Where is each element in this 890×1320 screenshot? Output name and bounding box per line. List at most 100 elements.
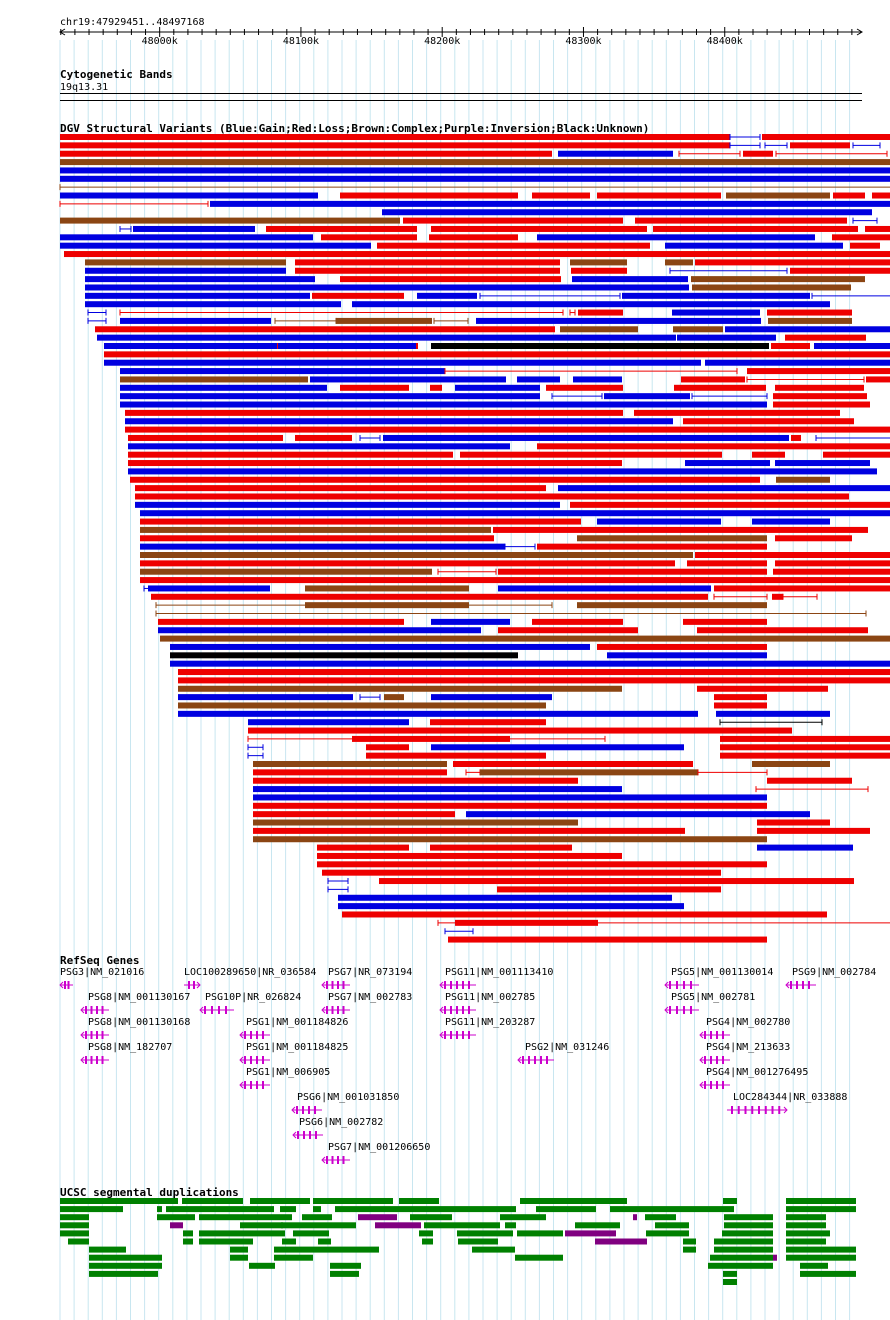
segmental-duplication[interactable] (60, 1222, 89, 1229)
segmental-duplication[interactable] (786, 1206, 856, 1213)
structural-variant[interactable] (665, 259, 693, 266)
segmental-duplication[interactable] (281, 1222, 356, 1229)
segmental-duplication[interactable] (646, 1230, 689, 1237)
structural-variant[interactable] (104, 359, 701, 366)
gene-model[interactable] (322, 980, 350, 990)
segmental-duplication[interactable] (330, 1262, 361, 1269)
segmental-duplication[interactable] (714, 1238, 773, 1245)
gene-label[interactable]: PSG1|NM_001184825 (246, 1042, 348, 1053)
structural-variant[interactable] (95, 326, 555, 333)
structural-variant[interactable] (338, 894, 672, 901)
segmental-duplication[interactable] (399, 1198, 439, 1204)
structural-variant[interactable] (577, 535, 767, 542)
segmental-duplication[interactable] (183, 1230, 193, 1237)
structural-variant[interactable] (248, 719, 409, 726)
gene-label[interactable]: LOC284344|NR_033888 (733, 1092, 847, 1103)
segmental-duplication[interactable] (170, 1222, 183, 1229)
structural-variant[interactable] (430, 719, 546, 726)
structural-variant[interactable] (85, 267, 286, 274)
gene-label[interactable]: PSG6|NM_002782 (299, 1117, 383, 1128)
segmental-duplication[interactable] (249, 1262, 275, 1269)
structural-variant[interactable] (85, 292, 310, 299)
segmental-duplication[interactable] (708, 1262, 773, 1269)
structural-variant[interactable] (872, 192, 890, 199)
structural-variant[interactable] (104, 351, 890, 358)
structural-variant[interactable] (772, 593, 783, 600)
segmental-duplication[interactable] (536, 1206, 596, 1213)
structural-variant[interactable] (775, 560, 890, 567)
structural-variant[interactable] (430, 384, 442, 391)
segmental-duplication[interactable] (458, 1238, 498, 1245)
segmental-duplication[interactable] (330, 1270, 359, 1277)
gene-label[interactable]: PSG6|NM_001031850 (297, 1092, 399, 1103)
structural-variant[interactable] (767, 777, 852, 784)
structural-variant[interactable] (248, 727, 792, 734)
structural-variant[interactable] (634, 409, 840, 416)
segmental-duplication[interactable] (89, 1246, 126, 1253)
segmental-duplication[interactable] (318, 1238, 331, 1245)
structural-variant[interactable] (455, 919, 598, 926)
structural-variant[interactable] (558, 150, 673, 157)
segmental-duplication[interactable] (250, 1198, 310, 1204)
gene-model[interactable] (700, 1030, 730, 1040)
segmental-duplication[interactable] (722, 1230, 773, 1237)
structural-variant[interactable] (317, 861, 767, 868)
structural-variant[interactable] (170, 643, 590, 650)
structural-variant[interactable] (448, 936, 767, 943)
structural-variant[interactable] (128, 460, 622, 467)
refseq-track-title[interactable]: RefSeq Genes (60, 954, 139, 967)
gene-model[interactable] (440, 1030, 476, 1040)
segmental-duplication[interactable] (182, 1198, 243, 1204)
structural-variant[interactable] (253, 794, 767, 801)
structural-variant[interactable] (726, 192, 830, 199)
segmental-duplication[interactable] (60, 1214, 89, 1221)
structural-variant[interactable] (597, 192, 721, 199)
structural-variant[interactable] (532, 192, 590, 199)
structural-variant[interactable] (158, 627, 481, 634)
segmental-duplication[interactable] (424, 1222, 500, 1229)
gene-model[interactable] (727, 1105, 787, 1115)
segmental-duplication[interactable] (724, 1222, 773, 1229)
structural-variant[interactable] (683, 618, 767, 625)
structural-variant[interactable] (135, 501, 560, 508)
segmental-duplication[interactable] (313, 1206, 321, 1213)
structural-variant[interactable] (743, 150, 773, 157)
structural-variant[interactable] (253, 811, 455, 818)
structural-variant[interactable] (160, 635, 890, 642)
structural-variant[interactable] (60, 150, 552, 157)
structural-variant[interactable] (665, 242, 843, 249)
structural-variant[interactable] (725, 326, 890, 333)
gene-model[interactable] (200, 1005, 234, 1015)
structural-variant[interactable] (762, 134, 890, 140)
gene-label[interactable]: PSG1|NM_006905 (246, 1067, 330, 1078)
gene-label[interactable]: PSG5|NM_001130014 (671, 967, 773, 978)
structural-variant[interactable] (752, 761, 830, 767)
structural-variant[interactable] (681, 376, 745, 383)
structural-variant[interactable] (768, 317, 852, 324)
segmental-duplication[interactable] (240, 1222, 283, 1229)
structural-variant[interactable] (431, 694, 552, 701)
structural-variant[interactable] (366, 752, 546, 759)
structural-variant[interactable] (295, 259, 560, 266)
structural-variant[interactable] (135, 493, 849, 500)
structural-variant[interactable] (170, 660, 890, 667)
structural-variant[interactable] (140, 535, 494, 542)
segmental-duplication[interactable] (500, 1214, 546, 1221)
structural-variant[interactable] (253, 769, 447, 776)
segmental-duplication[interactable] (89, 1262, 162, 1269)
structural-variant[interactable] (560, 326, 638, 333)
structural-variant[interactable] (720, 752, 890, 759)
gene-label[interactable]: PSG8|NM_001130167 (88, 992, 190, 1003)
structural-variant[interactable] (431, 225, 647, 232)
structural-variant[interactable] (120, 368, 445, 375)
segmental-duplication[interactable] (683, 1246, 696, 1253)
structural-variant[interactable] (635, 217, 847, 224)
structural-variant[interactable] (305, 602, 469, 609)
segmental-duplication[interactable] (293, 1230, 329, 1237)
structural-variant[interactable] (60, 242, 371, 249)
structural-variant[interactable] (476, 317, 761, 324)
structural-variant[interactable] (497, 886, 721, 893)
segmental-duplication[interactable] (282, 1254, 313, 1261)
structural-variant[interactable] (493, 526, 868, 533)
segmental-duplication[interactable] (786, 1222, 826, 1229)
